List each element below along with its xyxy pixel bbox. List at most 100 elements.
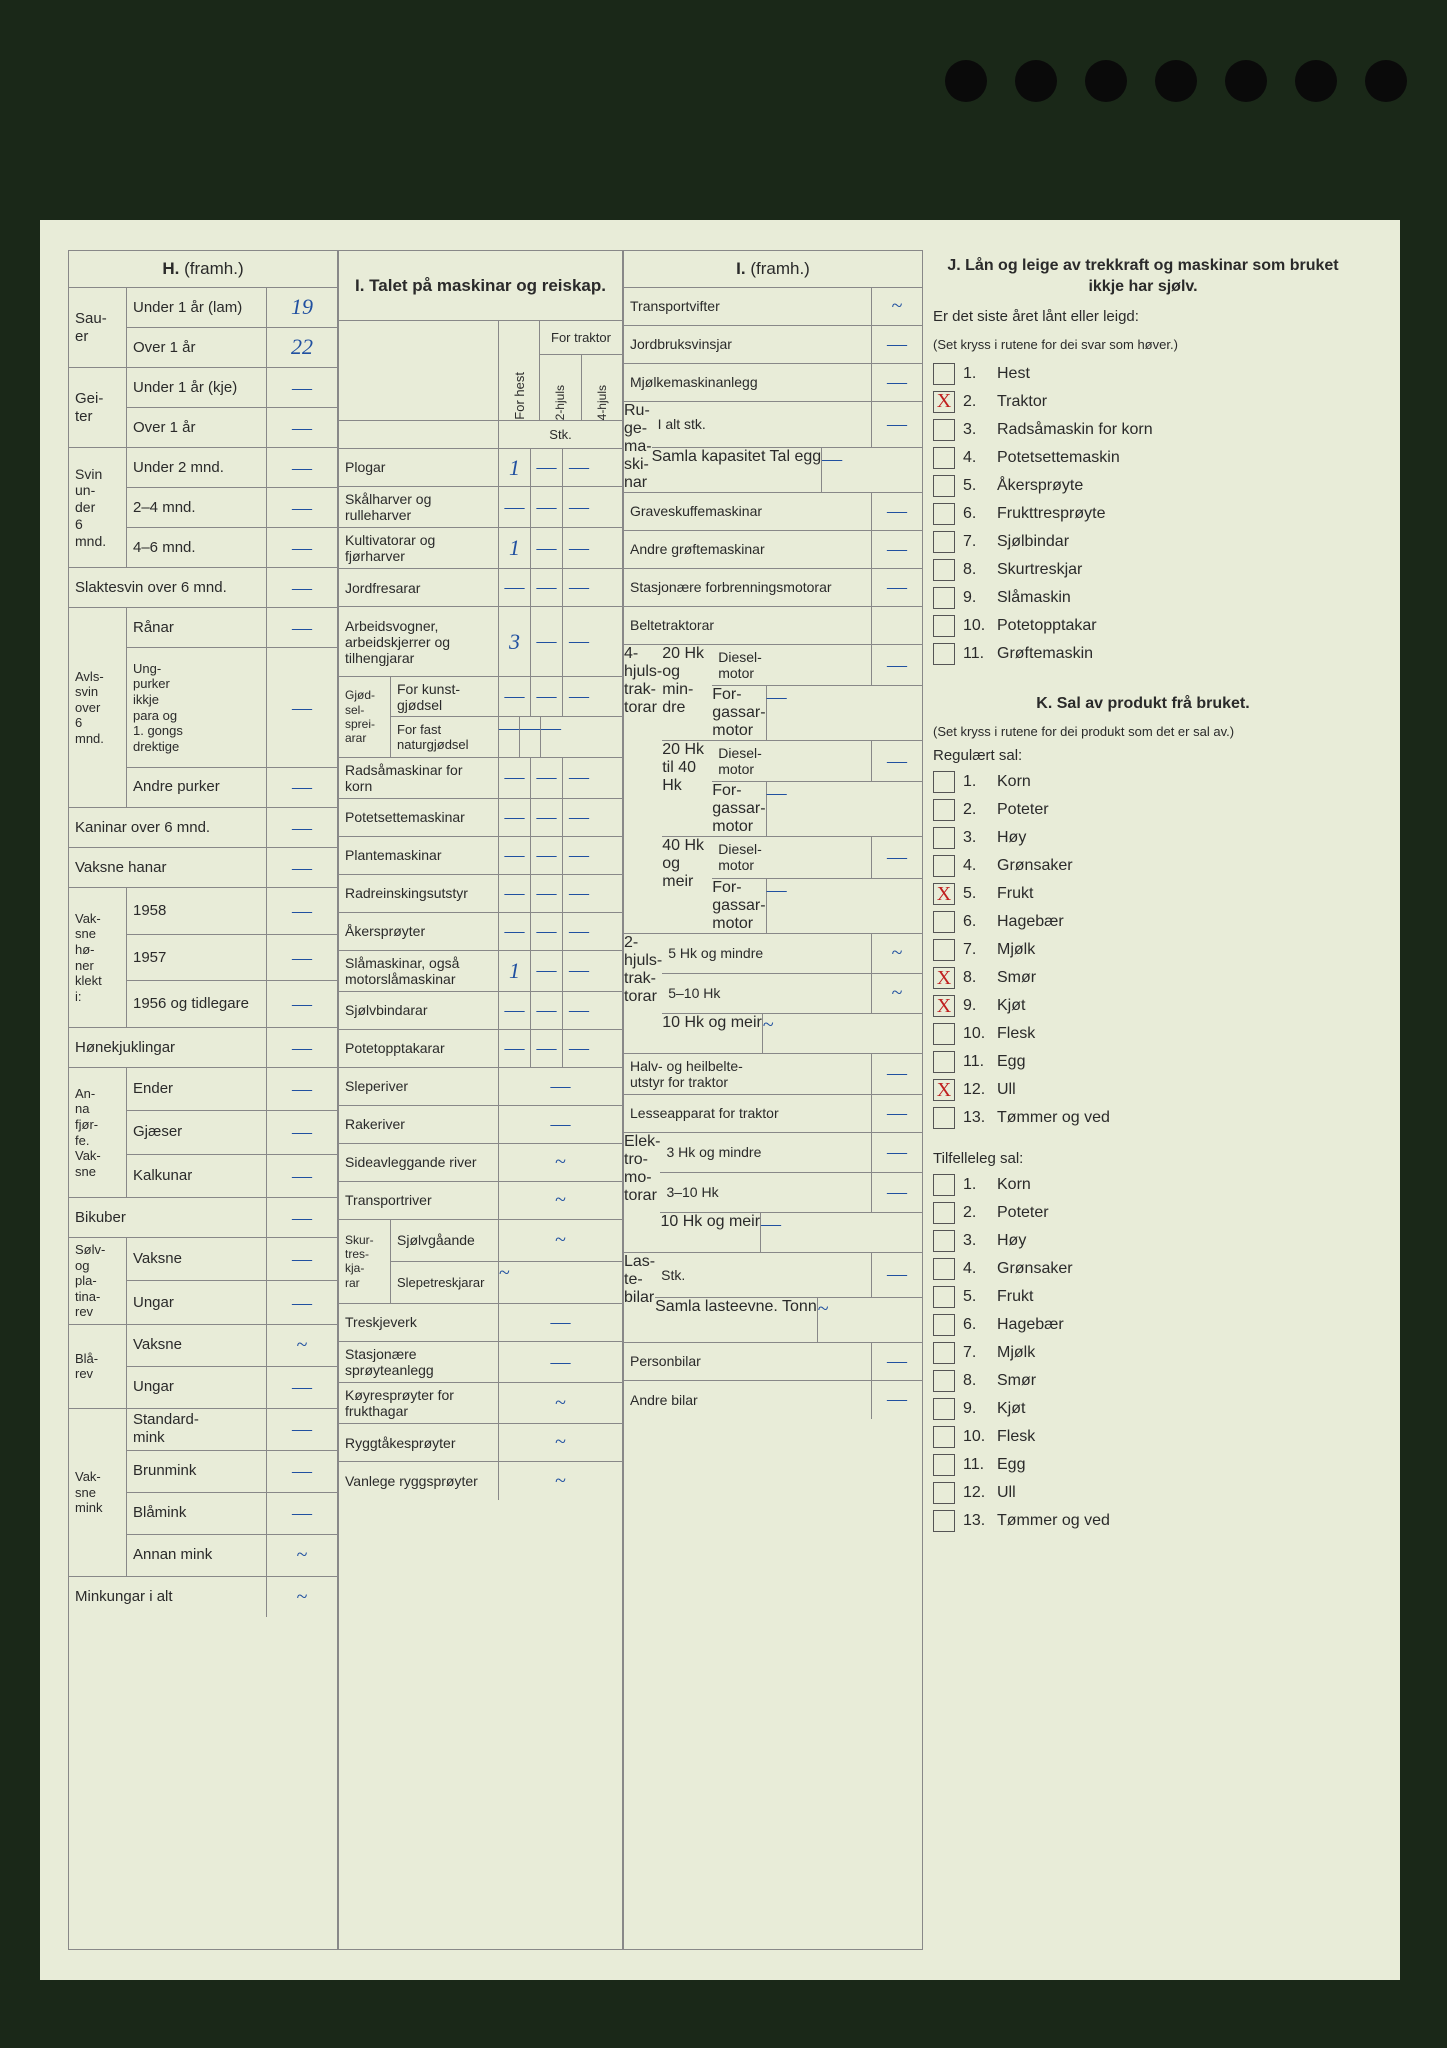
checkbox[interactable] [933, 1202, 955, 1224]
ender-val[interactable]: — [267, 1068, 337, 1110]
solv-vaksne-val[interactable]: — [267, 1238, 337, 1280]
kunstgjodsel-v1[interactable]: — [499, 677, 531, 716]
sauer-u1-val[interactable]: 19 [267, 288, 337, 327]
naturgjodsel-v2[interactable]: — [520, 717, 541, 756]
kalkunar-val[interactable]: — [267, 1155, 337, 1197]
standardmink-val[interactable]: — [267, 1409, 337, 1450]
radsamaskinar-v3[interactable]: — [563, 758, 595, 798]
svin-46-val[interactable]: — [267, 528, 337, 567]
graveskuffe-val[interactable]: — [872, 493, 922, 530]
annanmink-val[interactable]: ~ [267, 1535, 337, 1576]
andrepurker-val[interactable]: — [267, 768, 337, 807]
bla-ungar-val[interactable]: — [267, 1367, 337, 1408]
ungpurker-val[interactable]: — [267, 648, 337, 766]
skalharver-v3[interactable]: — [563, 487, 595, 527]
checkbox[interactable] [933, 1258, 955, 1280]
akersproyter-v3[interactable]: — [563, 913, 595, 950]
solv-ungar-val[interactable]: — [267, 1281, 337, 1323]
checkbox[interactable] [933, 475, 955, 497]
radreinsking-v3[interactable]: — [563, 875, 595, 912]
slepetreskjarar-v[interactable]: ~ [499, 1262, 510, 1303]
plantemaskinar-v1[interactable]: — [499, 837, 531, 874]
checkbox[interactable] [933, 559, 955, 581]
blamink-val[interactable]: — [267, 1493, 337, 1534]
checkbox[interactable] [933, 1398, 955, 1420]
3-10hk-val[interactable]: — [872, 1173, 922, 1212]
naturgjodsel-v3[interactable]: — [541, 717, 561, 756]
personbilar-val[interactable]: — [872, 1343, 922, 1380]
potetsettemaskinar-v3[interactable]: — [563, 799, 595, 836]
checkbox[interactable] [933, 1230, 955, 1252]
5-10hk-val[interactable]: ~ [872, 974, 922, 1013]
ranar-val[interactable]: — [267, 608, 337, 647]
skalharver-v1[interactable]: — [499, 487, 531, 527]
checkbox[interactable] [933, 911, 955, 933]
checkbox[interactable]: X [933, 995, 955, 1017]
sjolvbindarar-v2[interactable]: — [531, 992, 563, 1029]
checkbox[interactable]: X [933, 967, 955, 989]
slaktesvin-val[interactable]: — [267, 568, 337, 607]
akersproyter-v2[interactable]: — [531, 913, 563, 950]
radsamaskinar-v1[interactable]: — [499, 758, 531, 798]
jordbruksvinsjar-val[interactable]: — [872, 326, 922, 363]
checkbox[interactable]: X [933, 391, 955, 413]
40meir-forgassar-val[interactable]: — [767, 879, 787, 933]
beltetraktorar-val[interactable] [872, 607, 922, 644]
40meir-diesel-val[interactable]: — [872, 837, 922, 877]
jordfresarar-v3[interactable]: — [563, 569, 595, 606]
potetsettemaskinar-v2[interactable]: — [531, 799, 563, 836]
checkbox[interactable] [933, 1286, 955, 1308]
checkbox[interactable] [933, 447, 955, 469]
checkbox[interactable] [933, 1314, 955, 1336]
checkbox[interactable] [933, 363, 955, 385]
plogar-v3[interactable]: — [563, 449, 595, 486]
treskjeverk-v[interactable]: — [499, 1304, 622, 1341]
geiter-u1-val[interactable]: — [267, 368, 337, 407]
kultivatorar-v3[interactable]: — [563, 528, 595, 568]
3hk-mindre-val[interactable]: — [872, 1133, 922, 1172]
andrebilar-val[interactable]: — [872, 1381, 922, 1419]
20mindre-forgassar-val[interactable]: — [767, 686, 787, 740]
arbeidsvogner-v3[interactable]: — [563, 607, 595, 676]
checkbox[interactable] [933, 1342, 955, 1364]
rakeriver-v[interactable]: — [499, 1106, 622, 1143]
10hk-meir-val[interactable]: ~ [763, 1014, 774, 1053]
honekjuklingar-val[interactable]: — [267, 1028, 337, 1067]
checkbox[interactable] [933, 1107, 955, 1129]
e10hk-meir-val[interactable]: — [761, 1213, 781, 1252]
mjolkemaskin-val[interactable]: — [872, 364, 922, 401]
laste-stk-val[interactable]: — [872, 1253, 922, 1297]
slamaskinar-v1[interactable]: 1 [499, 951, 531, 991]
gjaeser-val[interactable]: — [267, 1111, 337, 1153]
5hk-mindre-val[interactable]: ~ [872, 934, 922, 973]
potetopptakarar-v3[interactable]: — [563, 1030, 595, 1067]
checkbox[interactable] [933, 643, 955, 665]
stasjonaere-val[interactable]: — [872, 569, 922, 606]
checkbox[interactable]: X [933, 1079, 955, 1101]
samla-val[interactable]: — [822, 448, 842, 493]
vaksnehanar-val[interactable]: — [267, 848, 337, 887]
h1956-val[interactable]: — [267, 981, 337, 1027]
andregroefte-val[interactable]: — [872, 531, 922, 568]
checkbox[interactable] [933, 799, 955, 821]
potetopptakarar-v2[interactable]: — [531, 1030, 563, 1067]
checkbox[interactable] [933, 1454, 955, 1476]
checkbox[interactable] [933, 587, 955, 609]
geiter-o1-val[interactable]: — [267, 408, 337, 447]
akersproyter-v1[interactable]: — [499, 913, 531, 950]
slamaskinar-v3[interactable]: — [563, 951, 595, 991]
2040-diesel-val[interactable]: — [872, 741, 922, 781]
plogar-v1[interactable]: 1 [499, 449, 531, 486]
ryggtake-v[interactable]: ~ [499, 1424, 622, 1461]
transportvifter-val[interactable]: ~ [872, 288, 922, 325]
kaninar-val[interactable]: — [267, 808, 337, 847]
sjolvgaande-v[interactable]: ~ [499, 1220, 622, 1261]
potetsettemaskinar-v1[interactable]: — [499, 799, 531, 836]
radsamaskinar-v2[interactable]: — [531, 758, 563, 798]
checkbox[interactable] [933, 531, 955, 553]
lesseapparat-val[interactable]: — [872, 1095, 922, 1132]
bikuber-val[interactable]: — [267, 1198, 337, 1237]
20mindre-diesel-val[interactable]: — [872, 645, 922, 685]
sjolvbindarar-v1[interactable]: — [499, 992, 531, 1029]
samla-laste-val[interactable]: ~ [818, 1298, 829, 1342]
